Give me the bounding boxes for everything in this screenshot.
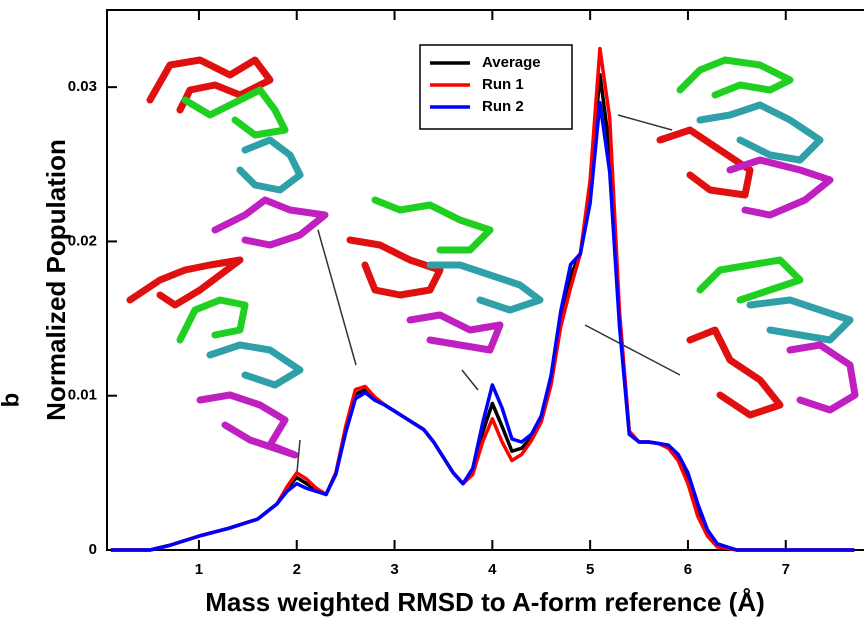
structure	[371, 196, 494, 254]
arrow	[617, 114, 673, 131]
arrow	[461, 369, 479, 391]
structure	[746, 296, 854, 344]
structure	[196, 391, 299, 459]
legend-label: Run 1	[482, 76, 524, 93]
structure	[726, 156, 834, 219]
x-axis-label: Mass weighted RMSD to A-form reference (…	[205, 587, 765, 617]
x-tick-label: 2	[293, 561, 301, 578]
structure	[126, 256, 244, 309]
y-tick-label: 0.03	[68, 78, 97, 95]
x-tick-label: 6	[684, 561, 692, 578]
structure	[786, 341, 859, 414]
legend-box	[419, 44, 573, 130]
x-tick-label: 4	[488, 561, 497, 578]
arrow	[584, 324, 681, 376]
structure	[176, 296, 249, 344]
structure	[406, 311, 504, 354]
series-line	[110, 73, 855, 552]
y-tick-label: 0.01	[68, 387, 97, 404]
structure	[676, 56, 794, 99]
legend-label: Average	[482, 54, 541, 71]
structure	[206, 341, 304, 389]
arrow	[317, 229, 357, 366]
structure	[211, 196, 329, 249]
structure	[146, 56, 274, 114]
structure	[656, 126, 754, 199]
structure	[346, 236, 444, 299]
arrow	[296, 439, 301, 473]
x-tick-label: 5	[586, 561, 594, 578]
plot-frame	[106, 9, 864, 551]
x-tick-label: 1	[195, 561, 203, 578]
y-tick-label: 0	[89, 541, 97, 558]
panel-label: b	[0, 393, 24, 408]
x-tick-label: 3	[390, 561, 398, 578]
structure	[686, 326, 784, 419]
y-tick-label: 0.02	[68, 232, 97, 249]
structure	[426, 261, 544, 314]
structure	[236, 136, 304, 194]
structure	[181, 86, 289, 139]
structure	[696, 256, 804, 304]
series-line	[110, 100, 855, 552]
structure	[696, 101, 824, 164]
y-axis-label: Normalized Population	[41, 139, 71, 421]
structure-images	[126, 56, 859, 459]
x-tick-label: 7	[782, 561, 790, 578]
arrows	[296, 114, 681, 473]
legend-label: Run 2	[482, 98, 524, 115]
